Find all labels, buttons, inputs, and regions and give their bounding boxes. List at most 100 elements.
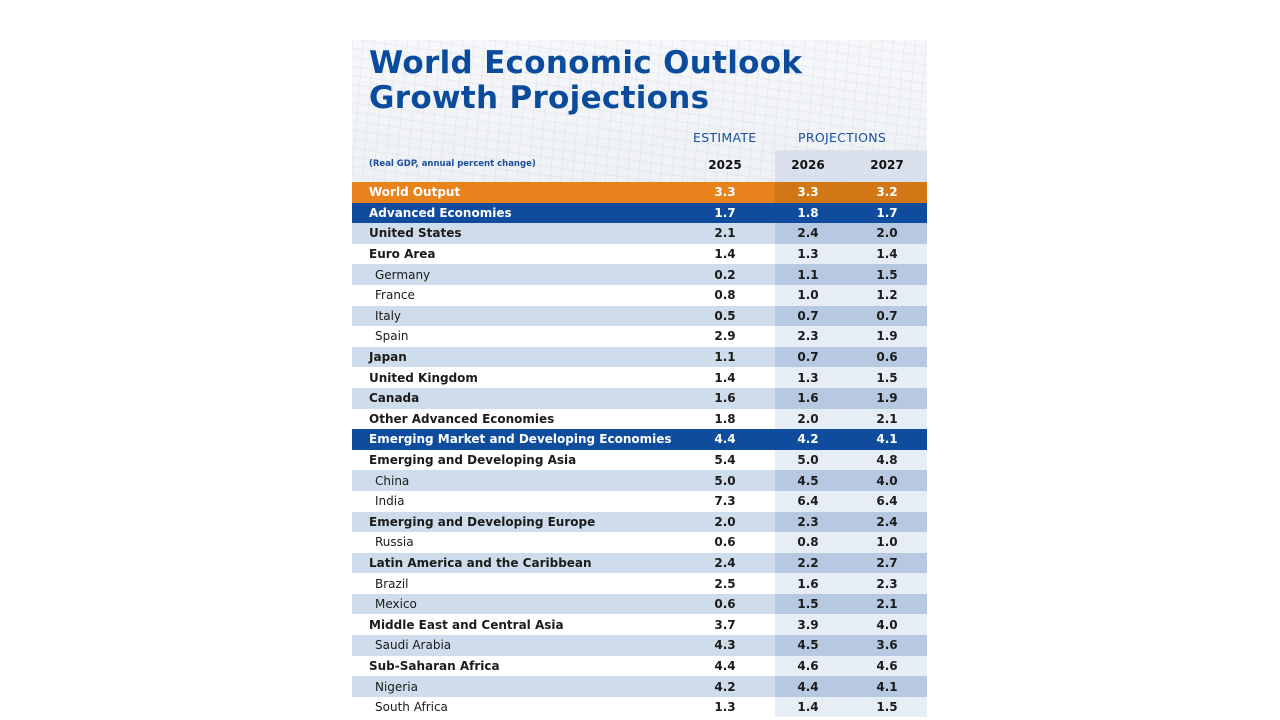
- row-label: Italy: [375, 308, 402, 323]
- projection-cell-shade: [775, 573, 927, 594]
- row-label: China: [375, 473, 410, 488]
- projection-cell-shade: [775, 511, 927, 533]
- table-row: Canada 1.6 1.6 1.9: [352, 387, 927, 409]
- value-2026: 1.3: [797, 370, 819, 385]
- value-2027: 2.3: [876, 576, 898, 591]
- table-body: World Output 3.3 3.3 3.2 Advanced Economies 1…: [352, 182, 927, 718]
- value-2025: 1.3: [714, 700, 736, 715]
- table-row: United Kingdom 1.4 1.3 1.5: [352, 367, 927, 388]
- table-row: Nigeria 4.2 4.4 4.1: [352, 676, 927, 697]
- value-2026: 1.4: [797, 700, 819, 715]
- value-2026: 2.4: [797, 226, 819, 241]
- projection-cell-shade: [775, 346, 927, 368]
- value-2027: 1.0: [876, 535, 898, 550]
- value-2026: 2.0: [797, 411, 819, 426]
- table-row: World Output 3.3 3.3 3.2: [352, 182, 927, 203]
- projection-cell-shade: [775, 655, 927, 677]
- projection-cell-shade: [775, 264, 927, 285]
- value-2026: 1.5: [797, 597, 819, 612]
- value-2027: 1.7: [876, 205, 898, 220]
- row-label: Japan: [369, 350, 407, 365]
- projection-cell-shade: [775, 696, 927, 718]
- row-label: United Kingdom: [369, 370, 478, 385]
- year-header-2027: 2027: [870, 158, 904, 172]
- value-2026: 1.0: [797, 288, 819, 303]
- projection-cell-shade: [775, 490, 927, 512]
- value-2025: 4.4: [714, 432, 736, 447]
- row-label: Saudi Arabia: [375, 638, 452, 653]
- row-label: World Output: [369, 185, 461, 200]
- table-row: Latin America and the Caribbean 2.4 2.2 2.7: [352, 552, 927, 574]
- table-row: Emerging and Developing Asia 5.4 5.0 4.8: [352, 449, 927, 471]
- projection-cell-shade: [775, 614, 927, 636]
- row-label: India: [375, 494, 405, 509]
- table-row: Advanced Economies 1.7 1.8 1.7: [352, 202, 927, 224]
- value-2026: 0.7: [797, 308, 819, 323]
- row-label: Brazil: [375, 576, 409, 591]
- value-2025: 1.4: [714, 247, 736, 262]
- value-2026: 5.0: [797, 453, 819, 468]
- table-row: Italy 0.5 0.7 0.7: [352, 305, 927, 327]
- value-2025: 2.9: [714, 329, 736, 344]
- row-label: France: [375, 288, 415, 303]
- value-2025: 0.6: [714, 535, 736, 550]
- table-row: Saudi Arabia 4.3 4.5 3.6: [352, 635, 927, 656]
- projection-cell-shade: [775, 284, 927, 306]
- row-label: Other Advanced Economies: [369, 411, 555, 426]
- value-2027: 1.5: [876, 267, 898, 282]
- row-label: Latin America and the Caribbean: [369, 555, 592, 570]
- table-row: Germany 0.2 1.1 1.5: [352, 264, 927, 285]
- projection-cell-shade: [775, 182, 927, 203]
- projection-cell-shade: [775, 408, 927, 430]
- table-row: Emerging Market and Developing Economies…: [352, 429, 927, 450]
- value-2026: 1.6: [797, 391, 819, 406]
- value-2025: 1.8: [714, 411, 736, 426]
- row-label: Nigeria: [375, 679, 418, 694]
- value-2026: 4.6: [797, 658, 819, 673]
- value-2027: 4.8: [876, 453, 898, 468]
- title-line-2: Growth Projections: [369, 80, 710, 116]
- row-label: Emerging Market and Developing Economies: [369, 432, 672, 447]
- value-2027: 1.4: [876, 247, 898, 262]
- row-label: Emerging and Developing Asia: [369, 453, 577, 468]
- value-2025: 1.4: [714, 370, 736, 385]
- value-2025: 2.4: [714, 555, 736, 570]
- table-row: Sub-Saharan Africa 4.4 4.6 4.6: [352, 655, 927, 677]
- value-2026: 1.1: [797, 267, 819, 282]
- value-2027: 2.0: [876, 226, 898, 241]
- value-2027: 1.2: [876, 288, 898, 303]
- projection-cell-shade: [775, 429, 927, 450]
- value-2026: 0.8: [797, 535, 819, 550]
- value-2027: 1.9: [876, 329, 898, 344]
- value-2025: 0.8: [714, 288, 736, 303]
- value-2027: 4.1: [876, 679, 898, 694]
- table-row: China 5.0 4.5 4.0: [352, 470, 927, 491]
- value-2025: 7.3: [714, 494, 736, 509]
- value-2026: 1.3: [797, 247, 819, 262]
- row-label: Germany: [375, 267, 431, 282]
- row-label: Spain: [375, 329, 409, 344]
- projection-cell-shade: [775, 593, 927, 615]
- value-2025: 5.4: [714, 453, 736, 468]
- row-label: Advanced Economies: [369, 205, 512, 220]
- value-2027: 1.5: [876, 370, 898, 385]
- table-row: Middle East and Central Asia 3.7 3.9 4.0: [352, 614, 927, 636]
- year-header-2025: 2025: [708, 158, 742, 172]
- value-2027: 2.4: [876, 514, 898, 529]
- projections-header: PROJECTIONS: [798, 130, 887, 145]
- value-2025: 2.1: [714, 226, 736, 241]
- projection-cell-shade: [775, 449, 927, 471]
- value-2027: 4.1: [876, 432, 898, 447]
- value-2025: 0.2: [714, 267, 736, 282]
- value-2027: 3.6: [876, 638, 898, 653]
- table-row: South Africa 1.3 1.4 1.5: [352, 696, 927, 718]
- value-2027: 4.0: [876, 473, 898, 488]
- value-2027: 6.4: [876, 494, 898, 509]
- projections-header-shade: [775, 150, 927, 185]
- value-2025: 1.6: [714, 391, 736, 406]
- row-label: South Africa: [375, 700, 448, 715]
- value-2025: 4.2: [714, 679, 736, 694]
- value-2027: 2.1: [876, 597, 898, 612]
- value-2025: 1.1: [714, 350, 736, 365]
- row-label: Sub-Saharan Africa: [369, 658, 500, 673]
